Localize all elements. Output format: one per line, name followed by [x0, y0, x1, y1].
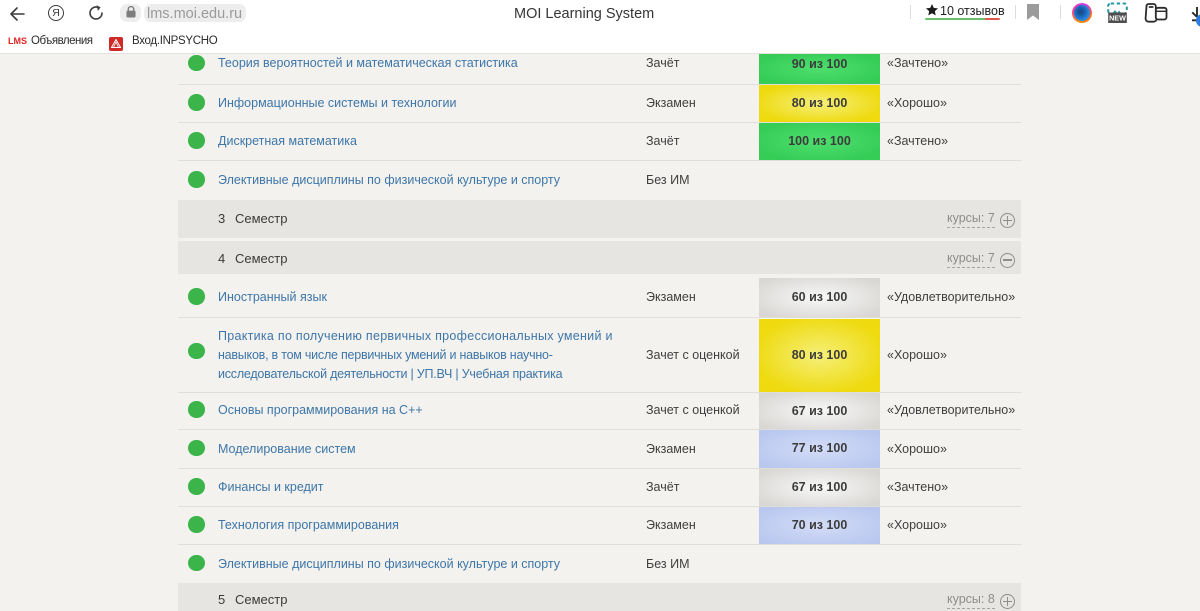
svg-text:NEW: NEW: [1109, 14, 1126, 23]
